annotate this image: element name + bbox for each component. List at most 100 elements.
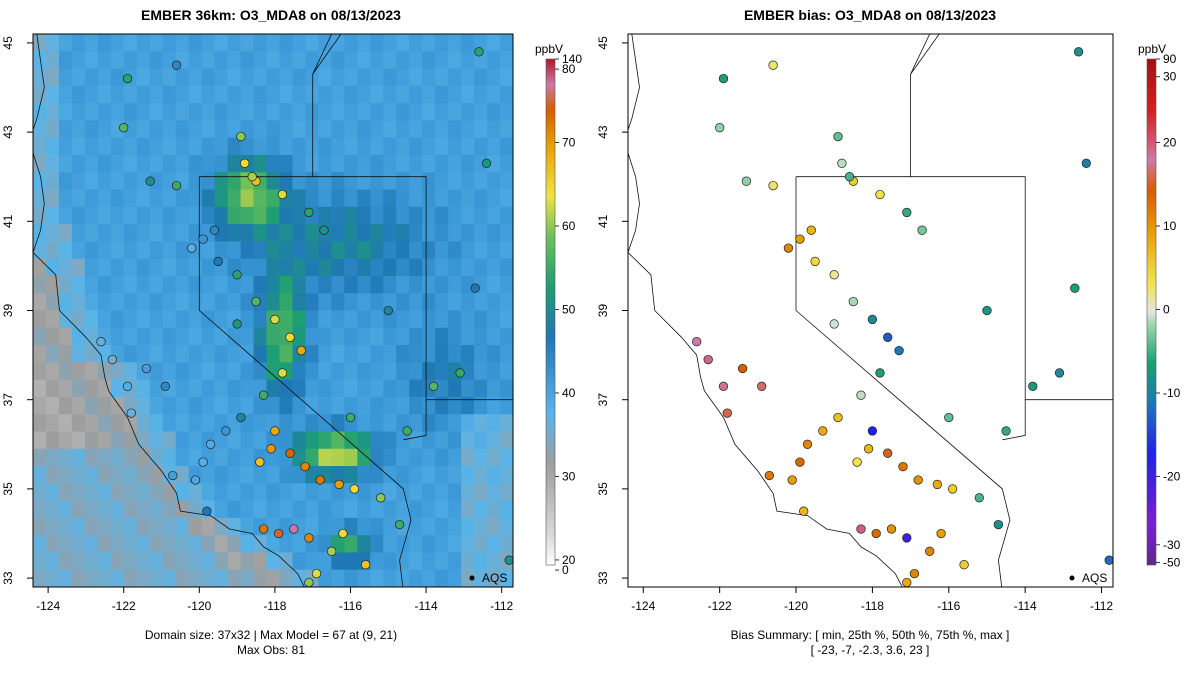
left-site-marker [251, 296, 261, 307]
left-x-tick-label: -122 [112, 599, 136, 613]
grid-cell [123, 206, 138, 225]
grid-cell [123, 137, 138, 156]
grid-cell [266, 34, 281, 52]
grid-cell [149, 345, 164, 363]
grid-cell [370, 34, 384, 52]
grid-cell [344, 500, 358, 519]
grid-cell [461, 345, 475, 363]
grid-cell [201, 85, 216, 104]
grid-cell [136, 137, 151, 156]
grid-cell [97, 172, 112, 191]
grid-cell [435, 85, 449, 104]
grid-cell [110, 275, 125, 294]
grid-cell [175, 327, 190, 346]
grid-cell [487, 517, 501, 536]
grid-cell [71, 396, 86, 415]
grid-cell [461, 154, 475, 173]
grid-cell [305, 275, 319, 294]
grid-cell [435, 34, 449, 52]
grid-cell [253, 154, 268, 173]
grid-cell [422, 172, 436, 191]
grid-cell [331, 431, 345, 450]
right-border-line [1113, 34, 1138, 221]
grid-cell [33, 275, 47, 294]
grid-cell [58, 34, 73, 52]
left-site-marker [319, 225, 329, 235]
grid-cell [292, 120, 307, 139]
grid-cell [162, 189, 177, 208]
grid-cell [188, 85, 203, 104]
grid-cell [435, 275, 449, 294]
grid-cell [396, 258, 410, 277]
grid-cell [461, 396, 475, 415]
grid-cell [370, 517, 384, 536]
grid-cell [448, 275, 462, 294]
left-border-line [33, 34, 305, 587]
grid-cell [331, 500, 345, 519]
left-site-marker [209, 225, 220, 235]
right-site-marker [932, 479, 942, 490]
grid-cell [33, 154, 47, 173]
grid-cell [71, 517, 86, 536]
left-site-marker [202, 506, 212, 516]
grid-cell [370, 275, 384, 294]
grid-cell [149, 466, 164, 484]
grid-cell [422, 103, 436, 122]
left-colorbar-tick-label: 50 [562, 302, 576, 316]
grid-cell [97, 103, 112, 122]
grid-cell [188, 500, 203, 519]
grid-cell [110, 310, 125, 329]
grid-cell [110, 466, 125, 484]
grid-cell [84, 293, 99, 312]
grid-cell [292, 535, 307, 554]
grid-cell [71, 431, 86, 450]
grid-cell [422, 137, 436, 156]
grid-cell [84, 137, 99, 156]
grid-cell [396, 172, 410, 191]
grid-cell [305, 137, 319, 156]
left-colorbar-tick-label: 0 [562, 563, 569, 577]
grid-cell [396, 85, 410, 104]
left-site-marker [171, 60, 182, 70]
grid-cell [227, 154, 242, 173]
left-x-tick-label: -118 [263, 599, 286, 613]
grid-cell [396, 483, 410, 502]
grid-cell [33, 396, 47, 415]
grid-cell [84, 483, 99, 502]
grid-cell [110, 258, 125, 277]
grid-cell [357, 34, 371, 52]
grid-cell [409, 362, 423, 381]
grid-cell [500, 483, 513, 502]
grid-cell [370, 396, 384, 415]
grid-cell [279, 258, 294, 277]
grid-cell [266, 154, 281, 173]
grid-cell [266, 224, 281, 242]
grid-cell [422, 293, 436, 312]
grid-cell [305, 310, 319, 329]
grid-cell [33, 448, 47, 467]
grid-cell [409, 483, 423, 502]
grid-cell [58, 103, 73, 122]
grid-cell [136, 241, 151, 260]
grid-cell [33, 34, 47, 52]
grid-cell [383, 448, 397, 467]
grid-cell [149, 224, 164, 242]
grid-cell [123, 448, 138, 467]
left-observation-sites [96, 47, 513, 587]
right-site-marker [703, 354, 713, 365]
grid-cell [175, 103, 190, 122]
grid-cell [305, 51, 319, 70]
grid-cell [305, 483, 319, 502]
grid-cell [461, 517, 475, 536]
grid-cell [149, 483, 164, 502]
grid-cell [461, 137, 475, 156]
grid-cell [136, 51, 151, 70]
grid-cell [240, 34, 255, 52]
grid-cell [97, 51, 112, 70]
grid-cell [500, 293, 513, 312]
grid-cell [331, 310, 345, 329]
grid-cell [383, 189, 397, 208]
grid-cell [123, 275, 138, 294]
grid-cell [357, 293, 371, 312]
grid-cell [344, 466, 358, 484]
